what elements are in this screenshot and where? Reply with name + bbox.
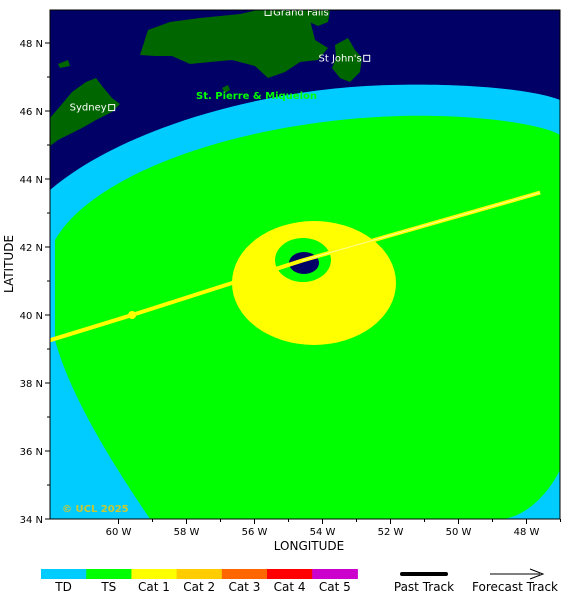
legend-label: Cat 4 <box>274 580 306 594</box>
cat1-zone <box>232 221 396 345</box>
land-north-tip <box>296 10 330 26</box>
x-tick-label: 50 W <box>446 527 472 538</box>
copyright-text: © UCL 2025 <box>62 504 129 515</box>
y-tick-label: 42 N <box>20 243 43 254</box>
legend-label: Cat 2 <box>183 580 215 594</box>
legend-swatch <box>312 569 358 579</box>
past-track-legend: Past Track <box>394 572 454 594</box>
land-newfoundland <box>140 10 328 78</box>
map-plot-area: Grand Falls St John's Sydney St. Pierre & … <box>50 7 560 519</box>
y-axis: 48 N 46 N 44 N 42 N 40 N 38 N 36 N 34 N <box>20 39 50 526</box>
forecast-track-line <box>301 192 541 262</box>
legend-swatch <box>176 569 223 579</box>
city-label: St John's <box>319 53 362 64</box>
legend-swatch <box>86 569 132 579</box>
y-tick-label: 48 N <box>20 39 43 50</box>
legend-swatch <box>41 569 87 579</box>
land-cape-breton <box>50 78 120 146</box>
x-tick-label: 48 W <box>514 527 540 538</box>
x-tick-label: 60 W <box>106 527 132 538</box>
city-label: Grand Falls <box>273 7 329 18</box>
forecast-track-label: Forecast Track <box>472 580 558 594</box>
y-tick-label: 38 N <box>20 379 43 390</box>
x-axis-title: LONGITUDE <box>274 539 344 553</box>
land-st-pierre <box>222 85 230 93</box>
arrow-head-icon <box>529 568 545 580</box>
legend-label: TD <box>54 580 72 594</box>
x-tick-label: 52 W <box>378 527 404 538</box>
land-small-island <box>58 60 70 68</box>
y-tick-label: 34 N <box>20 515 43 526</box>
y-axis-title: LATITUDE <box>2 235 16 293</box>
forecast-track-legend: Forecast Track <box>472 568 558 594</box>
legend-swatch <box>221 569 268 579</box>
city-marker-icon <box>363 54 371 62</box>
x-tick-label: 58 W <box>174 527 200 538</box>
x-tick-label: 54 W <box>310 527 336 538</box>
y-tick-label: 46 N <box>20 107 43 118</box>
place-labels: Grand Falls St John's Sydney <box>70 7 371 114</box>
land-avalon <box>332 38 362 82</box>
region-label: St. Pierre & Miquelon <box>196 91 317 102</box>
legend: TD TS Cat 1 Cat 2 Cat 3 Cat 4 Cat 5 <box>41 569 358 594</box>
legend-label: Cat 1 <box>138 580 170 594</box>
legend-label: Cat 5 <box>319 580 351 594</box>
legend-swatch <box>131 569 178 579</box>
city-label: Sydney <box>70 103 107 114</box>
city-marker-icon <box>108 104 116 112</box>
y-tick-label: 40 N <box>20 311 43 322</box>
y-tick-label: 36 N <box>20 447 43 458</box>
legend-swatch <box>267 569 313 579</box>
x-tick-label: 56 W <box>242 527 268 538</box>
past-track-label: Past Track <box>394 580 454 594</box>
x-axis: 60 W 58 W 56 W 54 W 52 W 50 W 48 W <box>106 519 561 538</box>
city-marker-icon <box>264 10 272 16</box>
legend-label: Cat 3 <box>228 580 260 594</box>
storm-track <box>50 190 541 343</box>
plot-frame <box>49 9 561 520</box>
y-tick-label: 44 N <box>20 175 43 186</box>
legend-label: TS <box>100 580 116 594</box>
past-track-swatch <box>400 572 448 576</box>
track-point <box>128 311 137 319</box>
